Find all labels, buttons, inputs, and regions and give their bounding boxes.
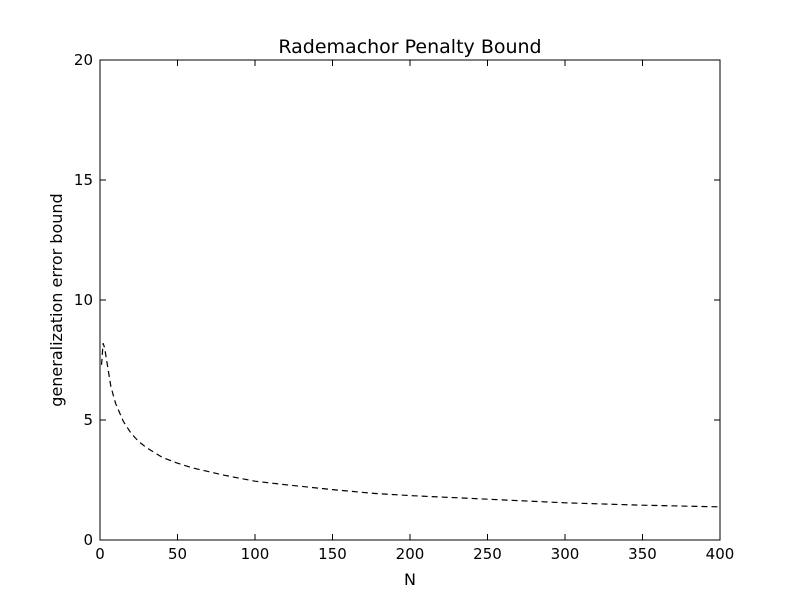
plot-area xyxy=(99,59,721,541)
x-tick-label: 300 xyxy=(551,545,580,563)
x-tick-label: 250 xyxy=(473,545,502,563)
y-tick-label: 15 xyxy=(74,171,93,189)
series-layer xyxy=(100,343,721,508)
x-tick-label: 100 xyxy=(241,545,270,563)
x-tick-label: 150 xyxy=(318,545,347,563)
x-tick-label: 350 xyxy=(628,545,657,563)
y-axis-label: generalization error bound xyxy=(47,193,66,406)
x-axis-ticks: 0 50 100 150 200 250 300 350 400 xyxy=(95,60,734,563)
y-tick-label: 10 xyxy=(74,291,93,309)
x-tick-label: 50 xyxy=(168,545,187,563)
x-tick-label: 400 xyxy=(706,545,735,563)
series-line-0 xyxy=(100,343,721,508)
x-tick-label: 0 xyxy=(95,545,105,563)
y-tick-label: 0 xyxy=(83,531,93,549)
y-tick-label: 5 xyxy=(83,411,93,429)
x-tick-label: 200 xyxy=(396,545,425,563)
x-axis-label: N xyxy=(404,570,416,589)
chart-title: Rademachor Penalty Bound xyxy=(278,36,541,58)
y-axis-ticks: 0 5 10 15 20 xyxy=(74,51,720,549)
y-tick-label: 20 xyxy=(74,51,93,69)
